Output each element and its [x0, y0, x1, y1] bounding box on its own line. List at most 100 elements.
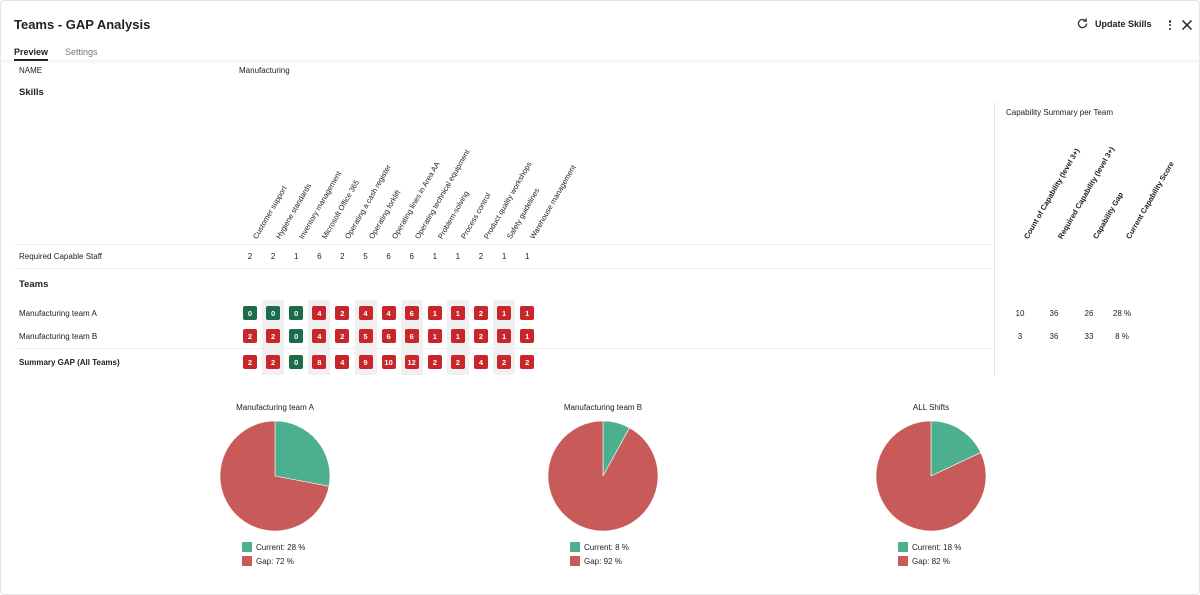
required-staff-value: 1 — [432, 252, 438, 261]
gap-badge: 1 — [497, 306, 512, 320]
gap-badge: 2 — [497, 355, 512, 369]
required-staff-value: 1 — [501, 252, 507, 261]
capability-value: 10 — [1015, 309, 1025, 318]
gap-badge: 1 — [497, 329, 512, 343]
pie-chart-title: Manufacturing team B — [563, 403, 643, 412]
gap-badge: 1 — [427, 329, 442, 343]
gap-badge: 2 — [450, 355, 465, 369]
required-staff-value: 6 — [317, 252, 322, 261]
legend-swatch — [242, 542, 252, 552]
required-staff-value: 1 — [524, 252, 530, 261]
capability-value: 33 — [1084, 332, 1094, 341]
legend-swatch — [570, 556, 580, 566]
legend-swatch — [898, 556, 908, 566]
gap-badge: 2 — [243, 329, 257, 343]
required-staff-value: 1 — [455, 252, 461, 261]
divider — [994, 102, 995, 376]
gap-badge: 1 — [427, 306, 442, 320]
required-staff-value: 2 — [478, 252, 484, 261]
legend-label: Current: 18 % — [912, 542, 962, 552]
gap-badge: 2 — [243, 355, 257, 369]
update-skills-label: Update Skills — [1095, 18, 1152, 29]
gap-badge: 8 — [312, 355, 327, 369]
required-staff-value: 2 — [340, 252, 345, 261]
gap-badge: 2 — [474, 306, 488, 320]
legend-swatch — [898, 542, 908, 552]
pie-slice-gap — [875, 420, 987, 532]
pie-chart-title: ALL Shifts — [912, 403, 950, 412]
gap-badge: 1 — [520, 306, 535, 320]
pie-slice-gap — [547, 420, 659, 532]
required-staff-value: 5 — [363, 252, 368, 261]
gap-badge: 0 — [266, 306, 281, 320]
legend-item: Current: 8 % — [570, 542, 629, 552]
capability-value: 36 — [1049, 332, 1059, 341]
pie-chart — [875, 420, 987, 532]
close-icon[interactable] — [1181, 19, 1193, 31]
required-staff-value: 2 — [270, 252, 276, 261]
capability-value: 3 — [1017, 332, 1023, 341]
legend-swatch — [242, 556, 252, 566]
gap-badge: 4 — [381, 306, 396, 320]
legend-item: Gap: 92 % — [570, 556, 622, 566]
more-options-icon[interactable] — [1163, 18, 1177, 32]
gap-badge: 10 — [381, 355, 396, 369]
divider — [0, 62, 1200, 63]
legend-label: Gap: 82 % — [912, 556, 950, 566]
pie-slice-current — [930, 420, 982, 477]
required-staff-value: 2 — [247, 252, 253, 261]
capability-summary-title: Capability Summary per Team — [1006, 108, 1114, 117]
pie-chart — [219, 420, 331, 532]
gap-badge: 1 — [450, 306, 465, 320]
page-title: Teams - GAP Analysis — [14, 17, 151, 32]
capability-value: 8 % — [1115, 332, 1129, 341]
gap-badge: 2 — [427, 355, 442, 369]
gap-badge: 0 — [289, 355, 304, 369]
legend-label: Gap: 72 % — [256, 556, 294, 566]
legend-item: Gap: 72 % — [242, 556, 294, 566]
name-label: NAME — [19, 66, 43, 75]
required-staff-value: 1 — [293, 252, 299, 261]
gap-badge: 4 — [358, 306, 373, 320]
gap-badge: 2 — [266, 355, 281, 369]
divider — [14, 244, 994, 245]
required-staff-value: 6 — [409, 252, 414, 261]
gap-badge: 2 — [266, 329, 281, 343]
gap-badge: 0 — [243, 306, 257, 320]
legend-swatch — [570, 542, 580, 552]
gap-badge: 1 — [450, 329, 465, 343]
capability-value: 26 — [1084, 309, 1094, 318]
update-skills-button[interactable]: Update Skills — [1076, 17, 1152, 30]
pie-chart-title: Manufacturing team A — [236, 403, 314, 412]
tab-settings[interactable]: Settings — [65, 47, 98, 57]
teams-heading: Teams — [19, 279, 49, 290]
capability-value: 28 % — [1112, 309, 1132, 318]
gap-badge: 0 — [289, 306, 304, 320]
pie-slice-gap — [219, 420, 330, 532]
gap-badge: 6 — [404, 329, 419, 343]
divider — [14, 268, 994, 269]
gap-badge: 6 — [404, 306, 419, 320]
required-staff-label: Required Capable Staff — [19, 252, 103, 261]
refresh-icon — [1077, 18, 1088, 29]
gap-badge: 5 — [358, 329, 373, 343]
tab-preview[interactable]: Preview — [14, 47, 49, 61]
gap-badge: 9 — [358, 355, 373, 369]
gap-badge: 0 — [289, 329, 304, 343]
team-row-label: Manufacturing team B — [19, 332, 98, 341]
gap-badge: 4 — [474, 355, 488, 369]
legend-label: Current: 28 % — [256, 542, 306, 552]
summary-row-label: Summary GAP (All Teams) — [19, 358, 120, 367]
pie-chart — [547, 420, 659, 532]
gap-badge: 1 — [520, 329, 535, 343]
legend-label: Gap: 92 % — [584, 556, 622, 566]
gap-badge: 2 — [474, 329, 488, 343]
gap-badge: 4 — [312, 329, 327, 343]
team-row-label: Manufacturing team A — [19, 309, 97, 318]
pie-slice-current — [274, 420, 331, 487]
legend-item: Current: 18 % — [898, 542, 961, 552]
gap-badge: 2 — [520, 355, 535, 369]
legend-label: Current: 8 % — [584, 542, 629, 552]
legend-item: Gap: 82 % — [898, 556, 950, 566]
required-staff-value: 6 — [386, 252, 391, 261]
